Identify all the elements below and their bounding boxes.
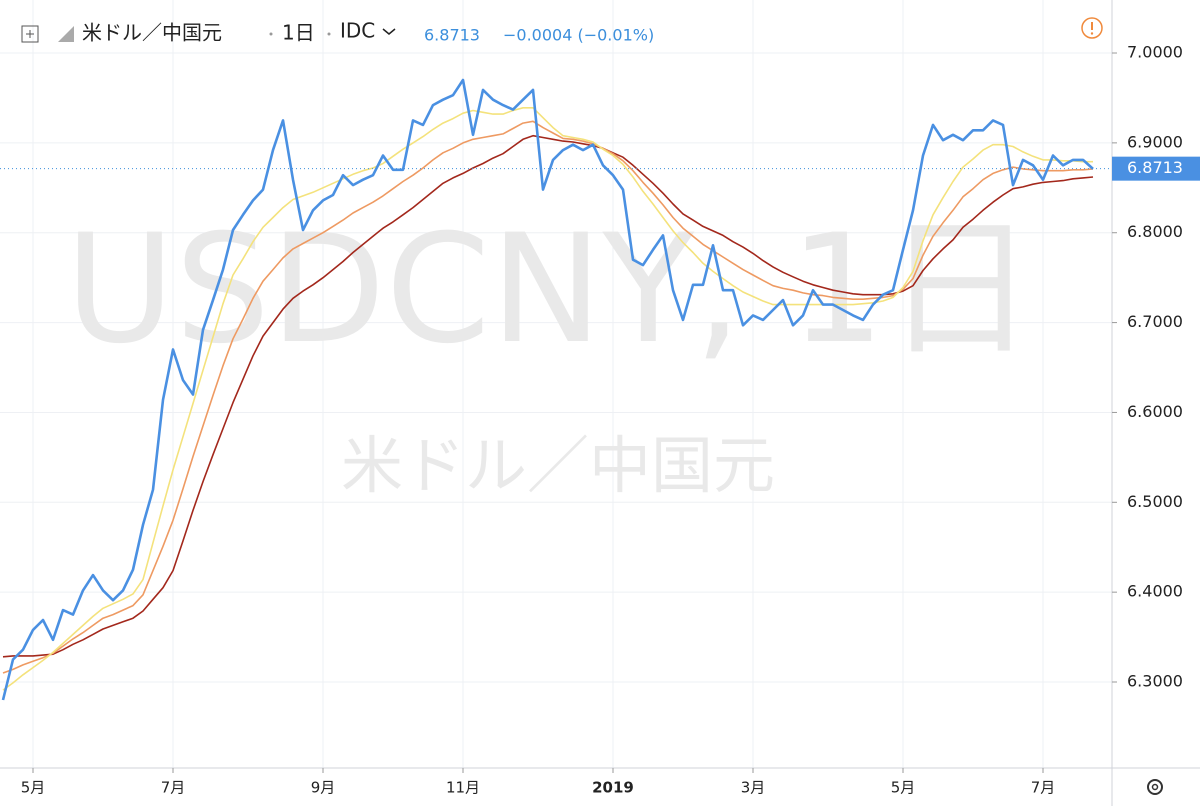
gear-hub: [1151, 783, 1159, 791]
y-tick-label: 6.7000: [1127, 312, 1183, 331]
icon-dot: [1090, 32, 1094, 35]
y-tick-label: 6.3000: [1127, 672, 1183, 691]
price-line: [1, 78, 1094, 701]
y-tick-label: 6.4000: [1127, 582, 1183, 601]
chevron[interactable]: [382, 28, 396, 35]
gear: [1147, 779, 1163, 795]
symbol-icon: [58, 26, 74, 42]
x-tick-label: 7月: [161, 779, 186, 797]
y-tick-label: 6.5000: [1127, 492, 1183, 511]
y-tick-label: 6.9000: [1127, 132, 1183, 151]
header: 米ドル／中国元 1日 IDC 6.8713 −0.0004 (−0.01%): [21, 17, 1103, 45]
settings-icon[interactable]: [1147, 779, 1163, 795]
x-tick-label: 5月: [891, 779, 916, 797]
separator: [327, 32, 331, 36]
y-tick-label: 7.0000: [1127, 43, 1183, 62]
watermark-name: 米ドル／中国元: [341, 429, 775, 502]
watermark-ticker: USDCNY, 1日: [65, 203, 1035, 377]
source[interactable]: IDC: [340, 19, 375, 43]
last-price-label: 6.8713: [1127, 158, 1183, 177]
plot: [0, 78, 1112, 701]
x-tick-label: 3月: [741, 779, 766, 797]
x-tick-label: 2019: [592, 779, 634, 797]
x-tick-label: 11月: [446, 779, 480, 797]
y-tick-label: 6.8000: [1127, 222, 1183, 241]
moving-average: [2, 134, 1094, 658]
separator: [269, 32, 273, 36]
price-change: −0.0004 (−0.01%): [503, 26, 654, 45]
y-tick-label: 6.6000: [1127, 402, 1183, 421]
axes: 6.3000 6.4000 6.5000 6.6000 6.7000 6.8000 6.90…: [21, 43, 1200, 797]
symbol-name[interactable]: 米ドル／中国元: [82, 21, 222, 45]
last-price-box: [1112, 156, 1200, 181]
interval[interactable]: 1日: [282, 21, 315, 45]
warning-icon[interactable]: [1081, 17, 1103, 39]
watermark: USDCNY, 1日 米ドル／中国元: [65, 203, 1035, 502]
moving-average: [2, 107, 1093, 691]
last-price: 6.8713: [424, 26, 480, 45]
x-tick-label: 7月: [1031, 779, 1056, 797]
x-tick-label: 5月: [21, 779, 46, 797]
moving-average: [2, 120, 1094, 674]
grid: [0, 0, 1112, 768]
x-tick-label: 9月: [311, 779, 336, 797]
expand-icon[interactable]: [21, 25, 39, 43]
